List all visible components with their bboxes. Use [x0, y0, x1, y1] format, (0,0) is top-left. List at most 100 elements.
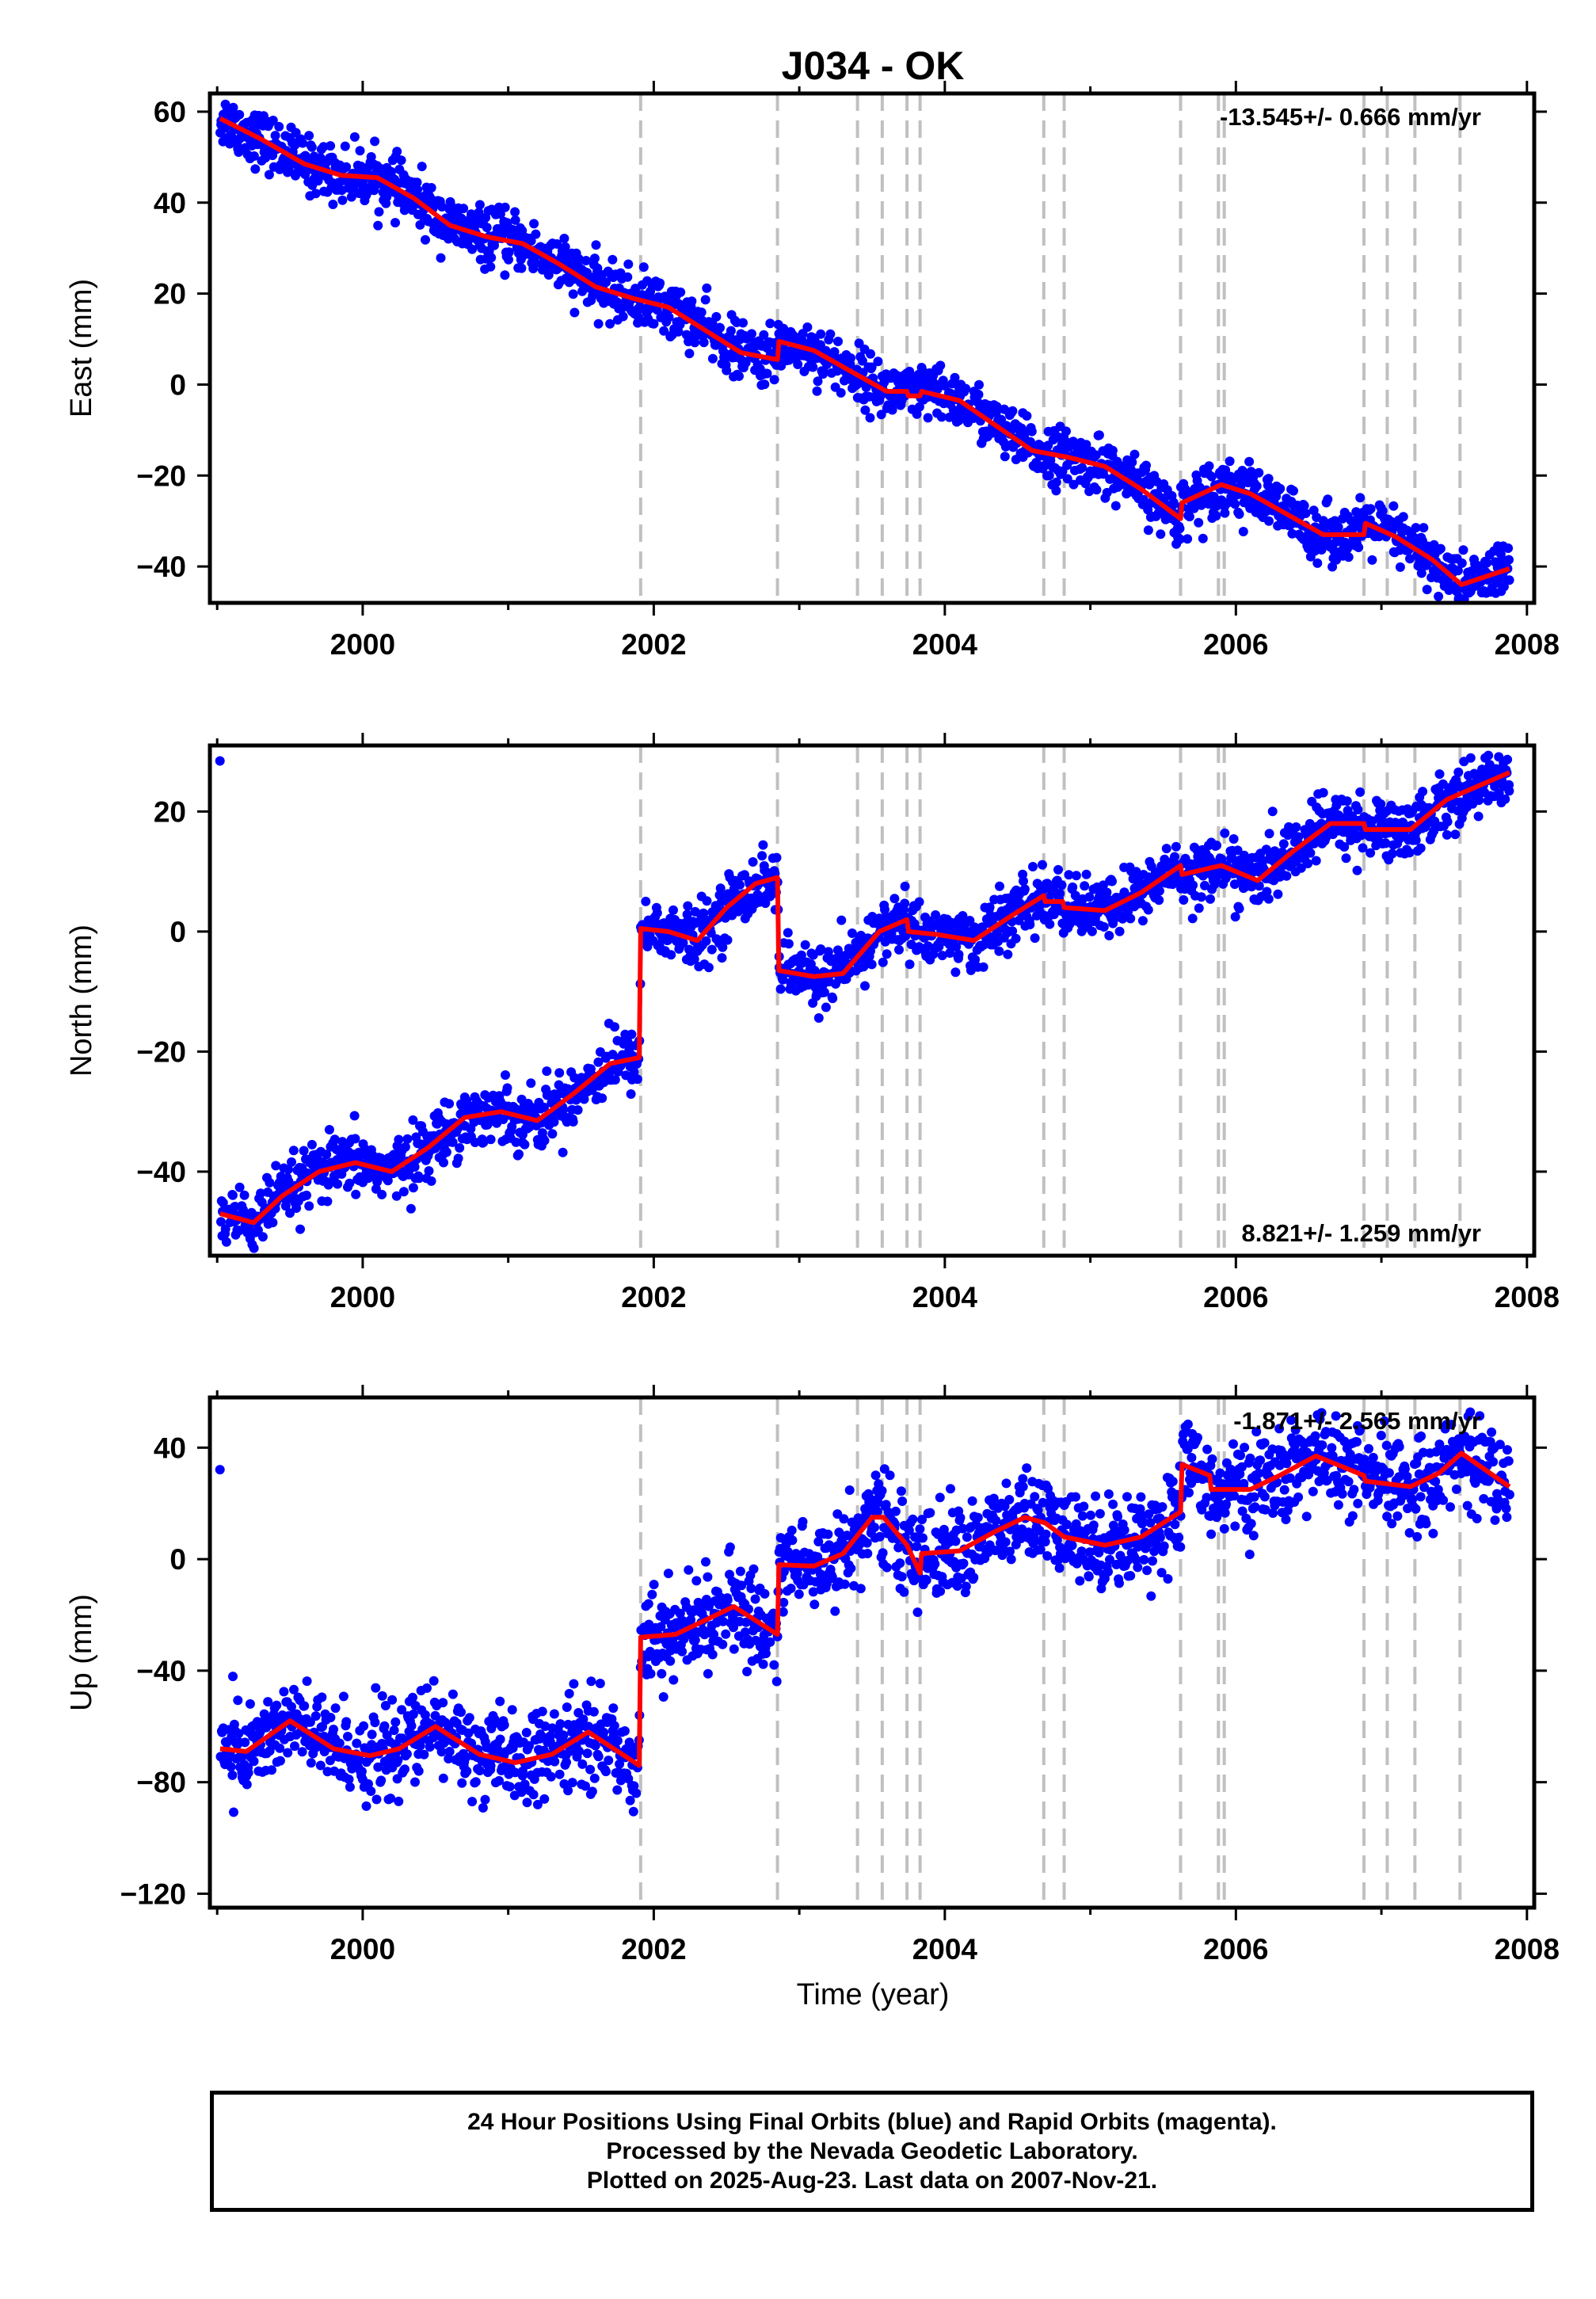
data-point	[563, 1786, 573, 1796]
data-point	[529, 219, 539, 229]
data-point	[862, 1538, 872, 1548]
data-point	[499, 1720, 509, 1730]
data-point	[386, 1794, 396, 1803]
data-point	[900, 881, 910, 891]
data-point	[609, 1721, 619, 1731]
data-point	[746, 1584, 756, 1593]
data-point	[882, 1562, 892, 1573]
data-point	[678, 938, 688, 948]
data-point	[675, 1608, 685, 1618]
data-point	[317, 1692, 327, 1702]
data-point	[279, 1687, 289, 1697]
data-point	[1442, 829, 1452, 840]
data-point	[349, 1111, 360, 1121]
data-point	[249, 1243, 259, 1253]
data-point	[652, 908, 662, 918]
data-point	[283, 1165, 293, 1175]
data-point	[610, 1075, 620, 1085]
data-point	[833, 337, 843, 346]
data-point	[1434, 591, 1444, 601]
data-point	[1229, 879, 1240, 890]
data-point	[584, 1721, 594, 1732]
data-point	[783, 939, 794, 949]
data-point	[326, 141, 336, 151]
data-point	[376, 1775, 387, 1786]
data-point	[870, 1470, 881, 1481]
data-point	[691, 1576, 702, 1586]
data-point	[249, 151, 259, 161]
data-point	[345, 1782, 355, 1792]
data-point	[908, 1514, 918, 1524]
data-point	[876, 410, 886, 420]
data-point	[896, 1486, 906, 1496]
data-point	[393, 1755, 403, 1765]
data-point	[275, 1743, 285, 1753]
data-point	[1003, 949, 1013, 959]
data-point	[1273, 889, 1283, 899]
data-point	[359, 1721, 369, 1731]
data-point	[419, 1749, 429, 1760]
data-point	[1068, 882, 1078, 892]
data-point	[516, 1787, 527, 1798]
data-point	[267, 1765, 276, 1775]
data-point	[917, 1515, 927, 1525]
data-point	[830, 1606, 840, 1616]
data-point	[735, 1566, 745, 1577]
data-point	[595, 1679, 605, 1688]
data-point	[1204, 461, 1214, 471]
data-point	[422, 1683, 432, 1693]
x-tick-label: 2008	[1495, 628, 1560, 661]
data-point	[818, 366, 828, 376]
data-point	[668, 1675, 679, 1685]
data-point	[554, 1068, 565, 1078]
data-point	[238, 1205, 248, 1215]
data-point	[889, 894, 900, 904]
data-point	[1143, 905, 1153, 915]
data-point	[272, 1700, 282, 1710]
data-point	[1030, 933, 1040, 944]
data-point	[663, 1569, 673, 1579]
data-point	[1234, 903, 1244, 913]
data-point	[918, 1533, 928, 1543]
data-point	[542, 1066, 552, 1077]
data-point	[623, 272, 633, 282]
data-point	[1289, 486, 1298, 496]
data-point	[1282, 871, 1292, 881]
data-point	[758, 840, 768, 850]
data-point	[289, 1684, 299, 1695]
data-point	[857, 356, 867, 366]
data-point	[330, 1703, 341, 1714]
data-point	[1341, 853, 1351, 864]
data-point	[808, 362, 818, 372]
data-point	[424, 1166, 434, 1176]
data-point	[444, 1747, 455, 1756]
data-point	[649, 318, 659, 329]
data-point	[510, 207, 520, 217]
data-point	[1422, 585, 1432, 595]
data-point	[305, 1717, 315, 1727]
data-point	[1081, 440, 1091, 450]
data-point	[402, 1134, 413, 1144]
data-point	[1296, 863, 1306, 873]
data-point	[228, 1672, 238, 1682]
data-point	[394, 1796, 404, 1806]
data-point	[1419, 523, 1429, 533]
data-point	[532, 1799, 543, 1809]
x-axis: 2000 2002 2004 2006 2008	[215, 81, 1560, 661]
data-point	[1221, 465, 1231, 475]
data-point	[1333, 522, 1343, 532]
data-point	[1311, 856, 1321, 866]
data-point	[757, 851, 768, 861]
data-point	[1453, 566, 1463, 576]
data-point	[931, 910, 941, 920]
data-point	[396, 155, 406, 166]
data-point	[352, 1738, 362, 1748]
data-point	[539, 1794, 550, 1804]
data-point	[649, 1580, 659, 1590]
data-point	[783, 928, 793, 938]
data-point	[1068, 479, 1079, 490]
data-point	[379, 1721, 390, 1731]
data-point	[701, 936, 711, 946]
data-point	[377, 1691, 387, 1701]
data-point	[467, 244, 478, 254]
